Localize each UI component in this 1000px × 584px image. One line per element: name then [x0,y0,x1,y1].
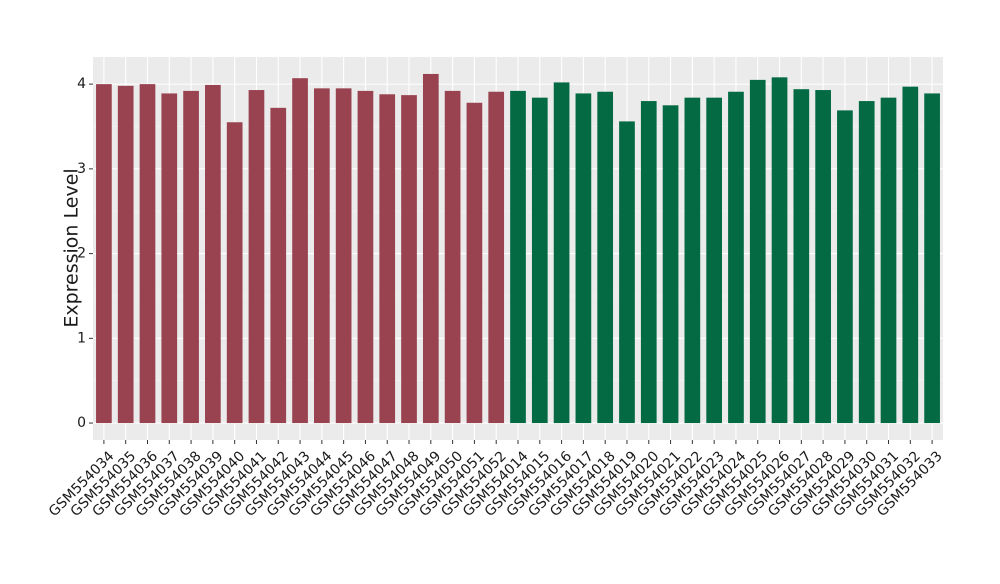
bar [880,97,897,424]
y-tick-label: 4 [77,76,86,92]
bar [444,90,461,424]
bar [183,90,199,424]
bar [379,94,396,424]
bar [139,84,156,424]
bar [771,77,788,424]
bar [248,90,265,424]
bar [205,84,221,424]
bar [902,86,919,424]
bar [924,93,940,424]
bar [96,84,112,424]
bar [401,95,417,424]
bar [662,105,679,424]
y-axis-title: Expression Level [61,168,83,327]
bar [553,82,570,424]
bar [684,97,701,424]
y-tick-label: 2 [77,246,86,262]
bar [357,90,374,424]
bar [575,93,592,424]
bar [706,97,722,424]
bar [314,88,330,424]
bar [793,89,810,424]
bar [270,107,287,424]
bar [226,122,243,424]
bar [161,93,178,424]
bar [640,101,657,424]
bar [488,91,505,424]
bar [335,88,352,424]
y-tick-label: 1 [77,330,86,346]
bar [117,85,134,424]
bar [597,91,614,424]
y-tick-label: 3 [77,161,86,177]
bar [749,79,766,424]
bar [466,102,483,424]
bar [510,90,526,424]
bar [531,97,548,424]
y-tick-label: 0 [77,415,86,431]
bar [619,121,635,424]
bar [292,78,308,424]
bar [858,101,875,424]
bar [728,91,744,424]
bar [815,90,831,424]
bar [837,110,853,424]
bar [422,73,439,424]
